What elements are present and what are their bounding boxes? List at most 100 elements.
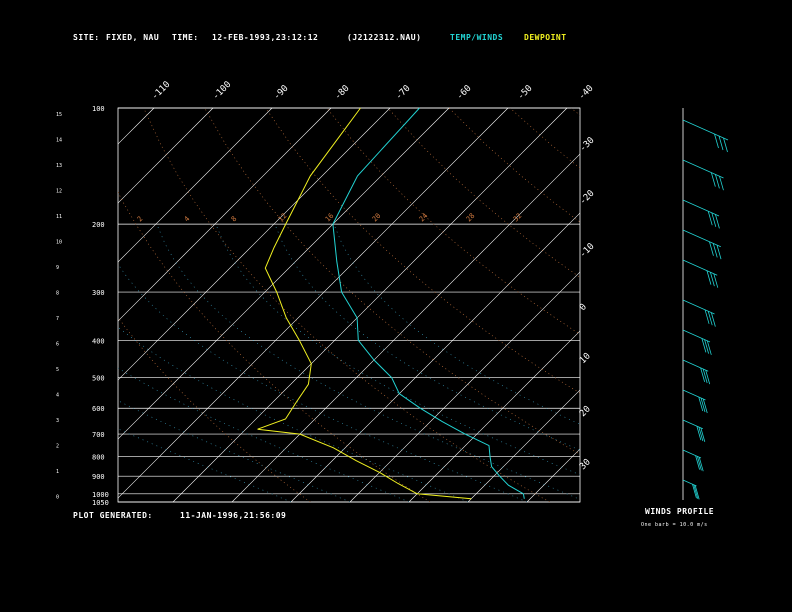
- wind-barb-flag: [695, 455, 700, 470]
- dry-adiabat: [118, 191, 431, 502]
- wind-barb: [682, 329, 711, 343]
- wind-barb-flag: [694, 485, 700, 500]
- isotherm-line: [118, 108, 450, 440]
- pressure-tick-label: 900: [92, 473, 105, 481]
- height-label: 0: [56, 495, 59, 501]
- wind-barb-flag: [704, 309, 710, 324]
- dry-adiabat: [326, 108, 580, 335]
- isotherm-line: [118, 108, 509, 499]
- isotherm-line: [645, 108, 792, 502]
- moist-adiabat: [118, 367, 410, 502]
- height-label: 12: [56, 189, 62, 195]
- pressure-tick-label: 1050: [92, 499, 109, 507]
- isotherm-line: [172, 108, 568, 502]
- dry-adiabat: [265, 108, 580, 394]
- isotherm-line: [118, 108, 155, 145]
- height-label: 1: [56, 469, 59, 475]
- wind-barb-flag: [711, 212, 717, 227]
- file-name: (J2122312.NAU): [347, 33, 422, 42]
- temp-top-label: -70: [394, 84, 413, 103]
- height-label: 2: [56, 444, 59, 450]
- wind-barb: [682, 479, 697, 487]
- temp-right-label: 0: [578, 302, 589, 313]
- height-label: 15: [56, 112, 62, 118]
- moist-adiabat: [274, 223, 580, 451]
- mixing-ratio-label: 4: [183, 215, 192, 224]
- pressure-tick-label: 200: [92, 221, 105, 229]
- mixing-ratio-label: 12: [277, 212, 289, 224]
- isotherm-line: [586, 108, 792, 502]
- dry-adiabat: [143, 108, 550, 502]
- isotherm-line: [118, 108, 332, 322]
- temp-right-label: -30: [578, 136, 597, 155]
- dewpoint-profile: [257, 107, 472, 500]
- mixing-ratio-label: 16: [324, 212, 336, 224]
- temp-top-label: -90: [272, 84, 291, 103]
- wind-barb-flag: [700, 367, 706, 382]
- wind-barb: [682, 449, 702, 459]
- height-label: 4: [56, 393, 59, 399]
- mixing-ratio-label: 20: [371, 212, 383, 224]
- pressure-tick-label: 700: [92, 431, 105, 439]
- isotherm-line: [467, 389, 580, 502]
- wind-barb: [682, 389, 706, 401]
- temp-right-label: -20: [578, 189, 597, 208]
- moist-adiabat: [333, 223, 580, 425]
- wind-barb-flag: [718, 135, 724, 151]
- height-label: 13: [56, 163, 62, 169]
- isotherm-line: [763, 108, 792, 502]
- isotherm-line: [118, 108, 214, 204]
- isotherm-line: [0, 108, 36, 502]
- moist-adiabat: [118, 428, 292, 502]
- temp-legend: TEMP/WINDS: [450, 33, 504, 42]
- wind-barb-flag: [705, 369, 711, 385]
- wind-barb-flag: [698, 396, 704, 412]
- mixing-ratio-label: 24: [418, 212, 430, 224]
- dew-legend: DEWPOINT: [524, 33, 567, 42]
- temperature-profile: [332, 107, 525, 499]
- time-value: 12-FEB-1993,23:12:12: [212, 33, 319, 42]
- temp-top-label: -60: [455, 84, 474, 103]
- wind-barb: [682, 229, 721, 248]
- height-label: 6: [56, 342, 59, 348]
- height-label: 11: [56, 214, 62, 220]
- wind-barb-flag: [692, 484, 697, 499]
- isotherm-line: [231, 153, 580, 502]
- temp-top-label: -80: [333, 84, 352, 103]
- height-label: 8: [56, 291, 59, 297]
- dry-adiabat: [632, 108, 792, 502]
- pressure-tick-label: 800: [92, 453, 105, 461]
- isotherm-line: [290, 212, 580, 502]
- dry-adiabat: [754, 108, 792, 502]
- temp-top-label: -40: [577, 84, 596, 103]
- wind-barb-flag: [712, 243, 718, 258]
- mixing-ratio-label: 2: [136, 215, 145, 224]
- mixing-ratio-label: 8: [230, 215, 239, 224]
- winds-profile-title: WINDS PROFILE: [645, 507, 715, 516]
- generated-value: 11-JAN-1996,21:56:09: [180, 511, 287, 520]
- dry-adiabat: [448, 108, 580, 223]
- site-label: SITE:: [73, 33, 100, 42]
- wind-barb: [682, 159, 724, 179]
- wind-barb-flag: [709, 272, 715, 287]
- winds-note: One barb = 10.0 m/s: [641, 522, 708, 528]
- isotherm-line: [118, 108, 391, 381]
- isotherm-line: [704, 108, 792, 502]
- temp-top-label: -50: [516, 84, 535, 103]
- height-label: 3: [56, 418, 59, 424]
- temp-top-label: -110: [150, 80, 172, 102]
- moist-adiabat: [118, 326, 469, 502]
- wind-barb-flag: [714, 133, 719, 149]
- generated-label: PLOT GENERATED:: [73, 511, 153, 520]
- dry-adiabat: [387, 108, 580, 278]
- wind-barb: [682, 199, 720, 217]
- wind-barb: [682, 119, 729, 141]
- wind-barb-flag: [715, 214, 720, 229]
- wind-barb-flag: [696, 426, 702, 441]
- mixing-ratio-label: 28: [465, 212, 477, 224]
- wind-barb: [682, 359, 709, 372]
- site-value: FIXED, NAU: [106, 33, 160, 42]
- wind-barb-flag: [707, 211, 713, 226]
- dry-adiabat: [693, 108, 792, 502]
